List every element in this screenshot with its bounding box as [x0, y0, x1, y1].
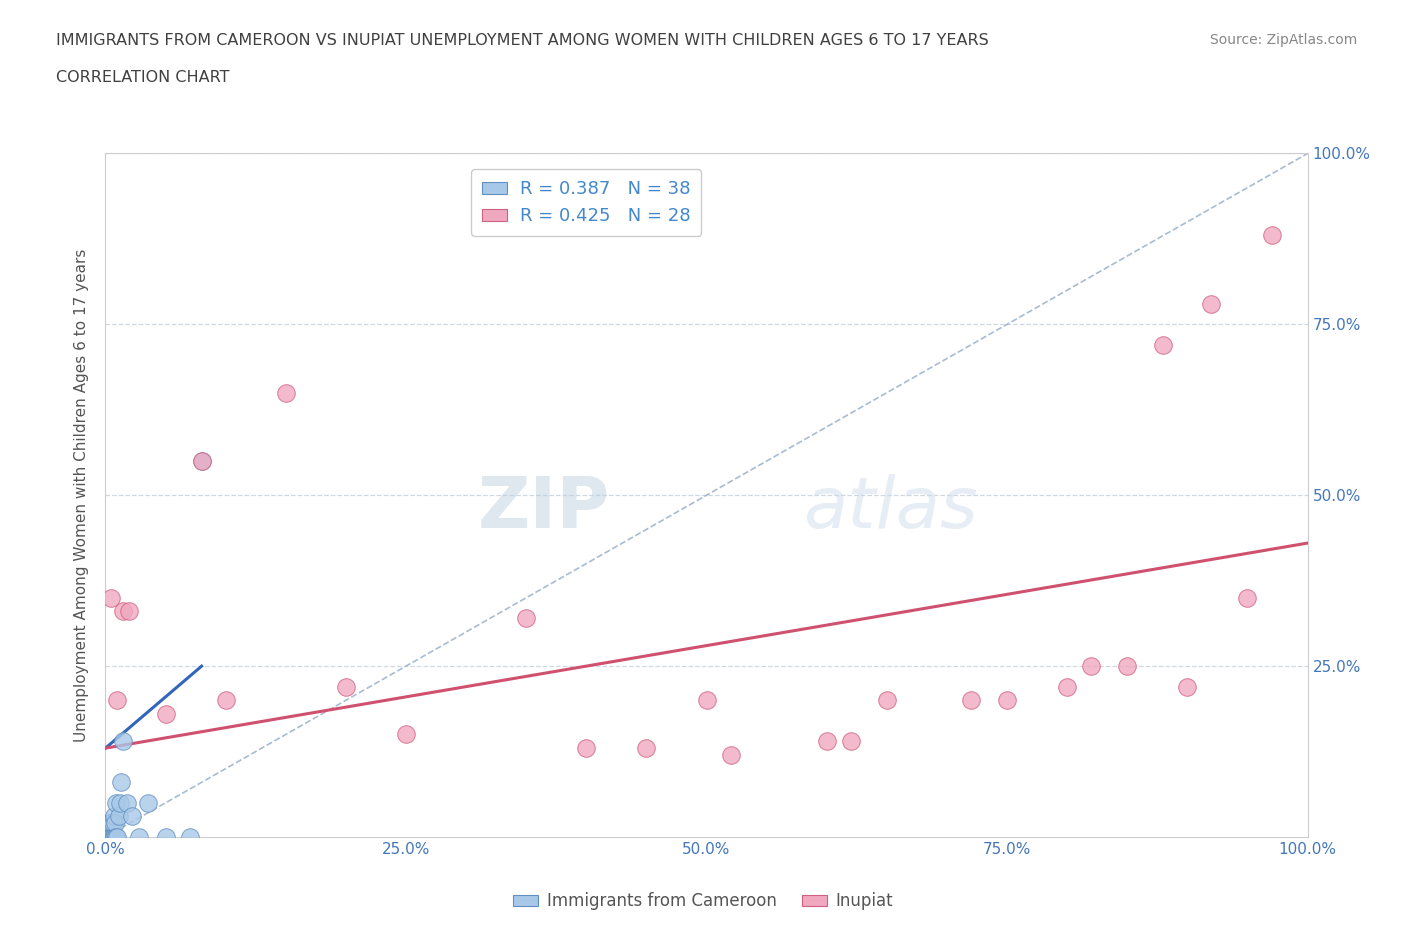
Point — [995, 693, 1018, 708]
Point — [103, 830, 125, 844]
Point — [105, 795, 128, 810]
Legend: Immigrants from Cameroon, Inupiat: Immigrants from Cameroon, Inupiat — [506, 885, 900, 917]
Text: CORRELATION CHART: CORRELATION CHART — [56, 70, 229, 85]
Legend: R = 0.387   N = 38, R = 0.425   N = 28: R = 0.387 N = 38, R = 0.425 N = 28 — [471, 169, 702, 236]
Point — [100, 830, 122, 844]
Point — [110, 775, 132, 790]
Point — [118, 604, 141, 618]
Point — [155, 830, 177, 844]
Point — [98, 830, 121, 844]
Point — [107, 830, 129, 844]
Point — [1201, 297, 1223, 312]
Point — [107, 809, 129, 824]
Point — [1116, 658, 1139, 673]
Point — [1152, 338, 1174, 352]
Point — [105, 830, 128, 844]
Point — [101, 816, 124, 830]
Point — [96, 830, 118, 844]
Point — [98, 830, 121, 844]
Point — [100, 830, 122, 844]
Point — [96, 830, 118, 844]
Point — [876, 693, 898, 708]
Point — [190, 454, 212, 469]
Point — [103, 830, 125, 844]
Point — [214, 693, 236, 708]
Point — [97, 830, 120, 844]
Point — [575, 740, 598, 755]
Point — [179, 830, 201, 844]
Point — [720, 748, 742, 763]
Point — [104, 816, 127, 830]
Text: ZIP: ZIP — [478, 474, 610, 543]
Point — [960, 693, 983, 708]
Point — [1236, 591, 1258, 605]
Point — [190, 454, 212, 469]
Point — [1056, 679, 1078, 694]
Text: Source: ZipAtlas.com: Source: ZipAtlas.com — [1209, 33, 1357, 46]
Point — [128, 830, 150, 844]
Point — [1175, 679, 1198, 694]
Point — [108, 795, 131, 810]
Point — [100, 816, 122, 830]
Point — [100, 830, 122, 844]
Point — [636, 740, 658, 755]
Point — [274, 385, 297, 400]
Point — [121, 809, 143, 824]
Point — [97, 830, 120, 844]
Point — [98, 830, 121, 844]
Point — [839, 734, 862, 749]
Point — [155, 707, 177, 722]
Point — [98, 830, 121, 844]
Point — [97, 830, 120, 844]
Point — [136, 795, 159, 810]
Point — [395, 727, 418, 742]
Point — [101, 830, 124, 844]
Point — [101, 830, 124, 844]
Point — [100, 591, 122, 605]
Point — [98, 816, 121, 830]
Point — [112, 604, 135, 618]
Point — [696, 693, 718, 708]
Point — [107, 693, 129, 708]
Point — [98, 830, 121, 844]
Y-axis label: Unemployment Among Women with Children Ages 6 to 17 years: Unemployment Among Women with Children A… — [75, 248, 90, 742]
Point — [98, 830, 121, 844]
Point — [815, 734, 838, 749]
Point — [515, 611, 537, 626]
Point — [104, 830, 127, 844]
Point — [103, 809, 125, 824]
Text: atlas: atlas — [803, 474, 977, 543]
Point — [335, 679, 357, 694]
Point — [115, 795, 138, 810]
Point — [112, 734, 135, 749]
Text: IMMIGRANTS FROM CAMEROON VS INUPIAT UNEMPLOYMENT AMONG WOMEN WITH CHILDREN AGES : IMMIGRANTS FROM CAMEROON VS INUPIAT UNEM… — [56, 33, 988, 47]
Point — [1260, 228, 1282, 243]
Point — [1080, 658, 1102, 673]
